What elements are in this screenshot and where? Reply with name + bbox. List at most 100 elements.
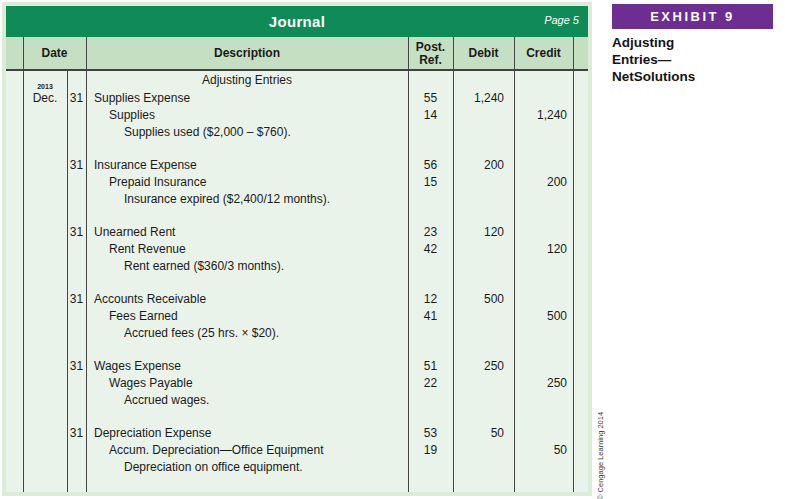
journal-body: Adjusting Entries 2013 Dec. 31 Supplies …: [6, 70, 588, 476]
credit-amount: 50: [514, 442, 573, 459]
exhibit-caption-line: Adjusting: [612, 34, 695, 51]
date-day: 31: [67, 224, 86, 241]
credit-account: Wages Payable: [86, 375, 408, 392]
exhibit-caption-line: Entries—: [612, 51, 695, 68]
debit-account: Insurance Expense: [86, 157, 408, 174]
journal-entry: 31 Insurance Expense 56 200 Prepaid Insu…: [6, 157, 588, 208]
entry-explanation: Accrued wages.: [86, 392, 408, 409]
grid-line: [23, 37, 24, 492]
journal-entry: 31 Accounts Receivable 12 500 Fees Earne…: [6, 291, 588, 342]
entry-explanation-row: Supplies used ($2,000 – $760).: [6, 124, 588, 141]
entry-credit-row: Fees Earned 41 500: [6, 308, 588, 325]
debit-account: Wages Expense: [86, 358, 408, 375]
entry-credit-row: Supplies 14 1,240: [6, 107, 588, 124]
date-year: 2013: [23, 83, 67, 90]
date-day: 31: [67, 90, 86, 107]
header-divider-line: [6, 69, 588, 71]
entry-credit-row: Accum. Depreciation—Office Equipment 19 …: [6, 442, 588, 459]
post-ref: 23: [408, 224, 453, 241]
entry-explanation: Insurance expired ($2,400/12 months).: [86, 191, 408, 208]
journal-entry: 2013 Dec. 31 Supplies Expense 55 1,240 S…: [6, 90, 588, 141]
post-ref: 15: [408, 174, 453, 191]
credit-amount: 1,240: [514, 107, 573, 124]
exhibit-caption-line: NetSolutions: [612, 68, 695, 85]
col-header-credit: Credit: [514, 47, 573, 60]
section-heading-row: Adjusting Entries: [6, 70, 588, 90]
col-header-date: Date: [23, 47, 86, 60]
journal-entry: 31 Unearned Rent 23 120 Rent Revenue 42 …: [6, 224, 588, 275]
date-month: 2013 Dec.: [23, 90, 67, 107]
entry-credit-row: Wages Payable 22 250: [6, 375, 588, 392]
entry-explanation: Rent earned ($360/3 months).: [86, 258, 408, 275]
post-ref: 42: [408, 241, 453, 258]
debit-amount: 500: [453, 291, 514, 308]
post-ref: 22: [408, 375, 453, 392]
entry-explanation: Supplies used ($2,000 – $760).: [86, 124, 408, 141]
entry-credit-row: Rent Revenue 42 120: [6, 241, 588, 258]
post-ref: 55: [408, 90, 453, 107]
exhibit-tag: EXHIBIT 9: [612, 4, 773, 29]
col-header-debit: Debit: [453, 47, 514, 60]
debit-amount: 50: [453, 425, 514, 442]
post-ref: 14: [408, 107, 453, 124]
column-header-row: Date Description Post. Ref. Debit Credit: [6, 37, 588, 70]
debit-account: Supplies Expense: [86, 90, 408, 107]
exhibit-caption: Adjusting Entries— NetSolutions: [612, 34, 695, 85]
grid-line: [408, 37, 409, 492]
date-day: 31: [67, 425, 86, 442]
credit-account: Prepaid Insurance: [86, 174, 408, 191]
date-day: 31: [67, 157, 86, 174]
debit-amount: 250: [453, 358, 514, 375]
credit-amount: 120: [514, 241, 573, 258]
journal-entry: 31 Wages Expense 51 250 Wages Payable 22…: [6, 358, 588, 409]
credit-account: Supplies: [86, 107, 408, 124]
journal-entry: 31 Depreciation Expense 53 50 Accum. Dep…: [6, 425, 588, 476]
entry-explanation-row: Insurance expired ($2,400/12 months).: [6, 191, 588, 208]
post-ref: 41: [408, 308, 453, 325]
debit-account: Accounts Receivable: [86, 291, 408, 308]
post-ref: 56: [408, 157, 453, 174]
entry-debit-row: 31 Wages Expense 51 250: [6, 358, 588, 375]
entry-debit-row: 31 Depreciation Expense 53 50: [6, 425, 588, 442]
debit-amount: 200: [453, 157, 514, 174]
entry-debit-row: 31 Insurance Expense 56 200: [6, 157, 588, 174]
post-ref: 51: [408, 358, 453, 375]
textbook-page: Journal Page 5 Date Description Post. Re…: [0, 0, 785, 499]
copyright-vertical-text: © Cengage Learning 2014: [596, 493, 597, 494]
entry-debit-row: 31 Accounts Receivable 12 500: [6, 291, 588, 308]
grid-line: [573, 37, 574, 492]
col-header-description: Description: [86, 47, 408, 60]
journal-page-number: Page 5: [544, 14, 579, 26]
entry-debit-row: 2013 Dec. 31 Supplies Expense 55 1,240: [6, 90, 588, 107]
entry-credit-row: Prepaid Insurance 15 200: [6, 174, 588, 191]
date-day: 31: [67, 358, 86, 375]
credit-amount: 200: [514, 174, 573, 191]
grid-line: [86, 37, 87, 492]
debit-account: Depreciation Expense: [86, 425, 408, 442]
journal-table: Journal Page 5 Date Description Post. Re…: [2, 2, 592, 496]
credit-account: Accum. Depreciation—Office Equipment: [86, 442, 408, 459]
entry-debit-row: 31 Unearned Rent 23 120: [6, 224, 588, 241]
entry-explanation: Accrued fees (25 hrs. × $20).: [86, 325, 408, 342]
entry-explanation: Depreciation on office equipment.: [86, 459, 408, 476]
debit-account: Unearned Rent: [86, 224, 408, 241]
debit-amount: 1,240: [453, 90, 514, 107]
credit-account: Rent Revenue: [86, 241, 408, 258]
journal-title: Journal: [269, 13, 325, 30]
grid-line: [453, 37, 454, 492]
col-header-post-ref: Post. Ref.: [408, 41, 453, 67]
debit-amount: 120: [453, 224, 514, 241]
adjusting-entries-heading: Adjusting Entries: [86, 70, 408, 90]
credit-account: Fees Earned: [86, 308, 408, 325]
credit-amount: 250: [514, 375, 573, 392]
grid-line: [514, 37, 515, 492]
entry-explanation-row: Accrued fees (25 hrs. × $20).: [6, 325, 588, 342]
grid-line: [67, 70, 68, 492]
post-ref: 53: [408, 425, 453, 442]
post-ref: 12: [408, 291, 453, 308]
journal-header-bar: Journal Page 5: [6, 6, 588, 37]
entry-explanation-row: Rent earned ($360/3 months).: [6, 258, 588, 275]
entry-explanation-row: Depreciation on office equipment.: [6, 459, 588, 476]
entry-explanation-row: Accrued wages.: [6, 392, 588, 409]
post-ref: 19: [408, 442, 453, 459]
